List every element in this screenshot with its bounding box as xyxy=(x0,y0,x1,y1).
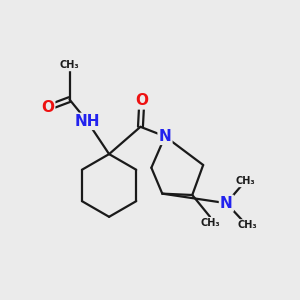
Text: NH: NH xyxy=(74,114,100,129)
Text: CH₃: CH₃ xyxy=(200,218,220,228)
Text: CH₃: CH₃ xyxy=(237,220,256,230)
Text: N: N xyxy=(159,129,171,144)
Text: O: O xyxy=(41,100,54,115)
Text: O: O xyxy=(135,93,148,108)
Text: N: N xyxy=(220,196,233,211)
Text: CH₃: CH₃ xyxy=(60,61,80,70)
Text: CH₃: CH₃ xyxy=(236,176,255,186)
